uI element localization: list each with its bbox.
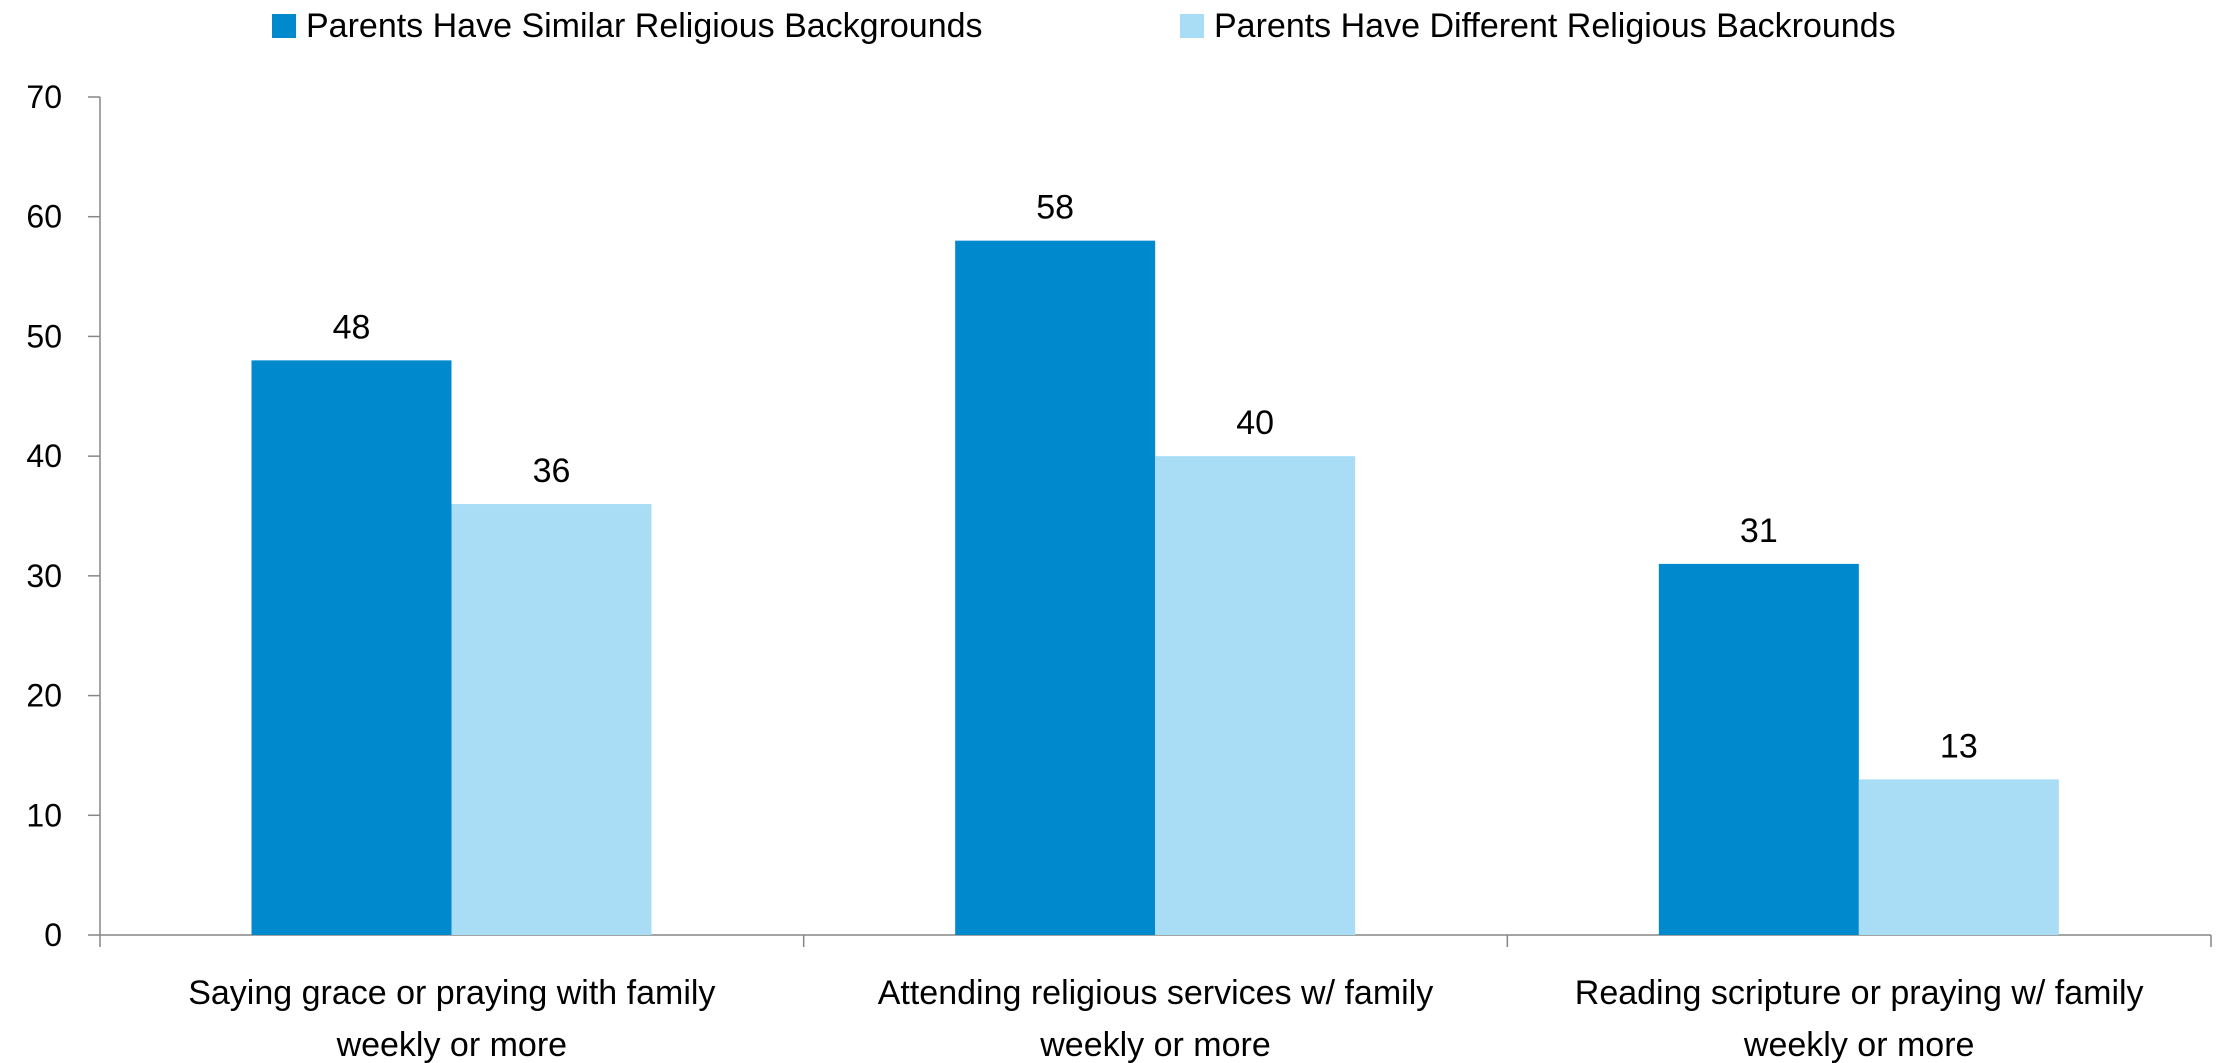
bar [1658, 563, 1859, 935]
legend-label: Parents Have Similar Religious Backgroun… [306, 7, 983, 45]
category-label: Attending religious services w/ family we… [878, 974, 1434, 1063]
legend-item: Parents Have Different Religious Backrou… [1180, 7, 1896, 45]
bar [1155, 456, 1356, 935]
y-tick-label: 10 [26, 797, 62, 833]
legend: Parents Have Similar Religious Backgroun… [272, 7, 1896, 45]
category-label-line: weekly or more [336, 1026, 568, 1063]
legend-swatch [272, 14, 296, 38]
y-tick-label: 0 [44, 917, 62, 953]
y-tick-label: 20 [26, 678, 62, 714]
bar [955, 240, 1156, 935]
data-label: 40 [1236, 404, 1274, 442]
legend-item: Parents Have Similar Religious Backgroun… [272, 7, 983, 45]
data-label: 58 [1036, 189, 1074, 227]
category-label: Saying grace or praying with family weekl… [188, 974, 715, 1063]
y-tick-label: 30 [26, 558, 62, 594]
data-label: 31 [1740, 512, 1778, 550]
y-axis: 0 10 20 30 40 50 60 70 [26, 79, 101, 953]
bar [251, 360, 452, 935]
y-tick-label: 60 [26, 199, 62, 235]
category-label: Reading scripture or praying w/ family we… [1575, 974, 2144, 1063]
y-tick-label: 50 [26, 318, 62, 354]
category-label-line: Reading scripture or praying w/ family [1575, 974, 2144, 1012]
bar [1858, 779, 2059, 935]
data-label: 48 [333, 308, 371, 346]
legend-label: Parents Have Different Religious Backrou… [1214, 7, 1896, 45]
category-label-line: Saying grace or praying with family [188, 974, 715, 1012]
bars [251, 240, 2059, 935]
data-label: 13 [1940, 727, 1978, 765]
data-label: 36 [533, 452, 571, 490]
x-axis: Saying grace or praying with family weekl… [99, 934, 2212, 1063]
bar [451, 504, 652, 935]
data-labels: 48 58 31 36 40 13 [333, 189, 1978, 766]
y-tick-label: 40 [26, 438, 62, 474]
category-label-line: Attending religious services w/ family [878, 974, 1434, 1012]
legend-swatch [1180, 14, 1204, 38]
category-label-line: weekly or more [1743, 1026, 1975, 1063]
y-tick-label: 70 [26, 79, 62, 115]
category-label-line: weekly or more [1039, 1026, 1271, 1063]
